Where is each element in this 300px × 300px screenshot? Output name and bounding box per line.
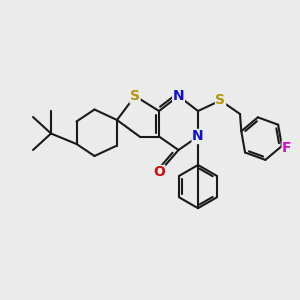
Text: S: S: [215, 94, 226, 107]
Text: F: F: [282, 141, 292, 155]
Text: N: N: [173, 89, 184, 103]
Text: S: S: [130, 89, 140, 103]
Text: N: N: [192, 130, 204, 143]
Text: O: O: [153, 166, 165, 179]
